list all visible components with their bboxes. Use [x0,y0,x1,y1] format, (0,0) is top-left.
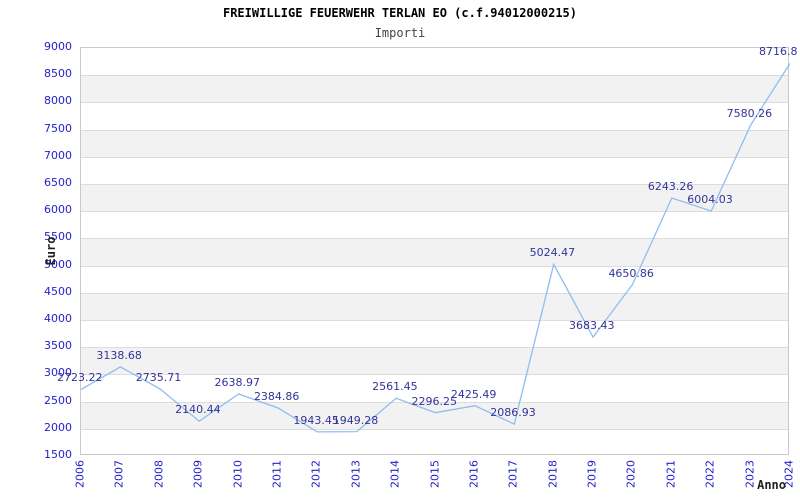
gridline [81,429,788,430]
data-point-label: 6243.26 [647,179,694,193]
y-tick-label: 7000 [44,148,72,162]
y-tick-label: 2000 [44,420,72,434]
gridline [81,157,788,158]
x-axis-title: Anno [757,478,786,492]
x-tick-label: 2007 [112,460,126,488]
y-axis-title: Euro [44,236,58,266]
y-tick-label: 5000 [44,257,72,271]
grid-band [81,292,788,320]
data-point-label: 3683.43 [569,319,615,333]
gridline [81,184,788,185]
series-line [81,63,790,433]
data-point-label: 2735.71 [135,370,182,384]
gridline [81,374,788,375]
data-point-label: 5024.47 [529,246,576,260]
gridline [81,211,788,212]
grid-band [81,184,788,212]
data-point-label: 2384.86 [253,389,300,403]
data-point-label: 2723.22 [57,371,103,385]
y-tick-label: 9000 [44,40,72,53]
data-point-label: 8716.8 [759,45,798,59]
y-tick-label: 6500 [44,176,72,189]
x-tick-label: 2016 [467,460,481,488]
y-tick-label: 6000 [44,203,72,217]
x-tick-label: 2013 [349,460,363,488]
data-point-label: 7580.26 [726,107,773,121]
data-point-label: 2140.44 [175,403,221,417]
data-point-label: 2638.97 [214,376,261,390]
x-tick-label: 2018 [546,460,560,488]
data-point-label: 3138.68 [96,348,142,362]
x-tick-label: 2021 [664,460,678,488]
data-point-label: 1949.28 [332,413,379,427]
data-point-label: 2425.49 [450,387,497,401]
y-tick-label: 8500 [44,67,72,81]
gridline [81,266,788,267]
x-tick-label: 2023 [743,460,757,488]
data-point-label: 6004.03 [687,192,733,206]
x-tick-label: 2011 [270,460,284,488]
gridline [81,293,788,294]
y-tick-label: 3500 [44,339,72,353]
gridline [81,238,788,239]
gridline [81,347,788,348]
x-tick-label: 2015 [428,460,441,488]
x-tick-label: 2012 [309,460,323,488]
data-point-label: 2086.93 [490,406,536,420]
series-line-svg [81,63,790,433]
gridline [81,320,788,321]
grid-band [81,129,788,157]
x-tick-label: 2006 [73,460,87,488]
x-tick-label: 2010 [231,460,245,488]
y-tick-label: 5500 [44,230,72,244]
data-point-label: 4650.86 [608,266,654,280]
gridline [81,130,788,131]
data-point-label: 1943.45 [293,413,339,427]
x-tick-label: 2022 [703,460,717,488]
x-tick-label: 2020 [624,460,638,488]
y-tick-label: 4000 [44,312,72,325]
x-tick-label: 2008 [152,460,166,488]
plot-area [80,47,790,455]
x-tick-label: 2009 [191,460,205,488]
y-tick-label: 3000 [44,366,72,380]
grid-band [81,238,788,266]
y-tick-label: 8000 [44,94,72,108]
chart-title: FREIWILLIGE FEUERWEHR TERLAN EO (c.f.940… [222,6,577,20]
data-point-label: 2561.45 [372,380,418,394]
y-tick-label: 1500 [44,448,72,461]
gridline [81,102,788,103]
y-tick-label: 2500 [44,393,72,407]
chart-subtitle: Importi [374,26,426,40]
x-tick-label: 2019 [585,460,599,488]
grid-band [81,75,788,103]
y-tick-label: 7500 [44,121,72,135]
y-tick-label: 4500 [44,284,72,298]
grid-band [81,347,788,375]
x-tick-label: 2017 [506,460,520,488]
grid-band [81,401,788,429]
gridline [81,402,788,403]
x-tick-label: 2014 [388,460,402,488]
gridline [81,75,788,76]
data-point-label: 2296.25 [411,394,458,408]
